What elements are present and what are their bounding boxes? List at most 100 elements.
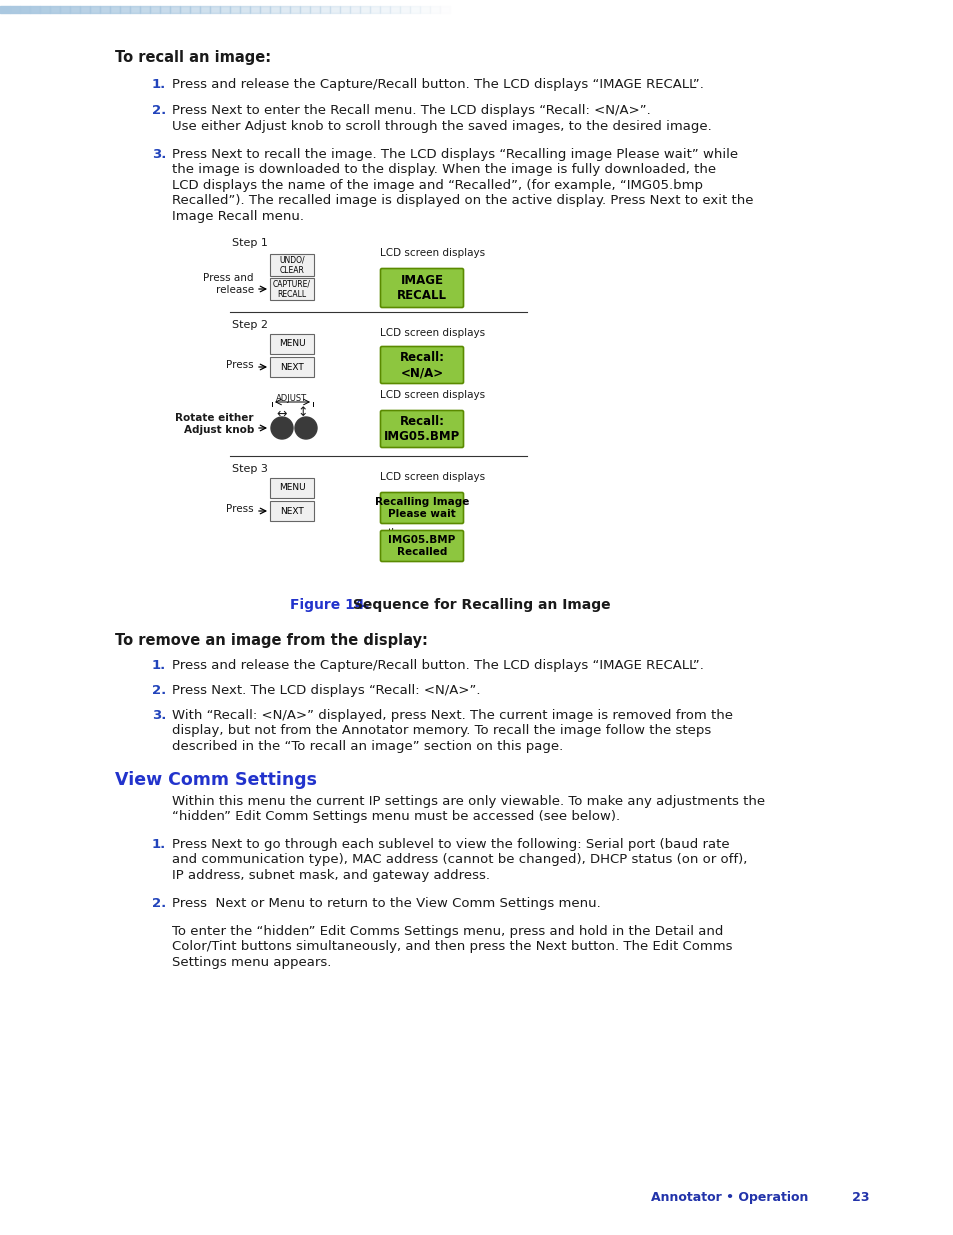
Text: 2.: 2. [152, 897, 166, 910]
Bar [270, 357, 314, 377]
Text: Recalled”). The recalled image is displayed on the active display. Press Next to: Recalled”). The recalled image is displa… [172, 194, 753, 207]
Bar [470, 6, 479, 14]
Bar [100, 6, 110, 14]
Text: Press Next to recall the image. The LCD displays “Recalling image Please wait” w: Press Next to recall the image. The LCD … [172, 148, 738, 161]
Text: Figure 14.: Figure 14. [290, 598, 370, 613]
Text: Step 3: Step 3 [232, 464, 268, 474]
Text: “hidden” Edit Comm Settings menu must be accessed (see below).: “hidden” Edit Comm Settings menu must be… [172, 810, 619, 823]
Text: To enter the “hidden” Edit Comms Settings menu, press and hold in the Detail and: To enter the “hidden” Edit Comms Setting… [172, 925, 722, 937]
Text: Recalling Image
Please wait: Recalling Image Please wait [375, 498, 469, 519]
Text: 1.: 1. [152, 78, 166, 91]
Text: ↔: ↔ [276, 408, 287, 421]
Text: Rotate either
Adjust knob: Rotate either Adjust knob [175, 414, 253, 435]
FancyBboxPatch shape [380, 268, 463, 308]
Bar [60, 6, 70, 14]
Bar [290, 6, 299, 14]
Bar [150, 6, 160, 14]
Bar [210, 6, 220, 14]
Bar [120, 6, 130, 14]
Text: 2.: 2. [152, 104, 166, 117]
Text: and communication type), MAC address (cannot be changed), DHCP status (on or off: and communication type), MAC address (ca… [172, 853, 746, 867]
Text: Settings menu appears.: Settings menu appears. [172, 956, 331, 968]
Bar [510, 6, 519, 14]
Bar [270, 254, 314, 275]
Text: the image is downloaded to the display. When the image is fully downloaded, the: the image is downloaded to the display. … [172, 163, 716, 177]
Text: To remove an image from the display:: To remove an image from the display: [115, 634, 428, 648]
Bar [270, 6, 280, 14]
Bar [20, 6, 30, 14]
Text: Press: Press [226, 504, 253, 514]
Bar [10, 6, 20, 14]
Bar [569, 6, 579, 14]
Text: Press and release the Capture/Recall button. The LCD displays “IMAGE RECALL”.: Press and release the Capture/Recall but… [172, 78, 703, 91]
Text: Use either Adjust knob to scroll through the saved images, to the desired image.: Use either Adjust knob to scroll through… [172, 120, 711, 133]
Text: NEXT: NEXT [280, 506, 304, 515]
Text: Press Next. The LCD displays “Recall: <N/A>”.: Press Next. The LCD displays “Recall: <N… [172, 684, 480, 697]
Text: 3.: 3. [152, 148, 166, 161]
Bar [370, 6, 379, 14]
Bar [40, 6, 50, 14]
Bar [0, 6, 10, 14]
Text: Annotator • Operation          23: Annotator • Operation 23 [651, 1191, 869, 1203]
Text: 1.: 1. [152, 659, 166, 672]
Text: LCD displays the name of the image and “Recalled”, (for example, “IMG05.bmp: LCD displays the name of the image and “… [172, 179, 702, 191]
Bar [30, 6, 40, 14]
Bar [439, 6, 450, 14]
Bar [70, 6, 80, 14]
Bar [80, 6, 90, 14]
Bar [270, 501, 314, 521]
Text: Color/Tint buttons simultaneously, and then press the Next button. The Edit Comm: Color/Tint buttons simultaneously, and t… [172, 940, 732, 953]
Text: 2.: 2. [152, 684, 166, 697]
Text: Step 2: Step 2 [232, 320, 268, 330]
Text: LCD screen displays: LCD screen displays [379, 472, 485, 482]
Bar [90, 6, 100, 14]
Text: View Comm Settings: View Comm Settings [115, 771, 316, 789]
Text: Recall:
IMG05.BMP: Recall: IMG05.BMP [383, 415, 459, 443]
Text: LCD screen displays: LCD screen displays [379, 390, 485, 400]
Bar [399, 6, 410, 14]
Text: Within this menu the current IP settings are only viewable. To make any adjustme: Within this menu the current IP settings… [172, 794, 764, 808]
Text: LCD screen displays: LCD screen displays [379, 248, 485, 258]
Bar [550, 6, 559, 14]
Bar [539, 6, 550, 14]
Bar [379, 6, 390, 14]
Bar [589, 6, 599, 14]
FancyBboxPatch shape [380, 347, 463, 384]
Bar [280, 6, 290, 14]
Bar [330, 6, 339, 14]
Bar [579, 6, 589, 14]
Bar [140, 6, 150, 14]
Ellipse shape [294, 417, 316, 438]
Text: Press and release the Capture/Recall button. The LCD displays “IMAGE RECALL”.: Press and release the Capture/Recall but… [172, 659, 703, 672]
Text: Press Next to enter the Recall menu. The LCD displays “Recall: <N/A>”.: Press Next to enter the Recall menu. The… [172, 104, 650, 117]
Bar [390, 6, 399, 14]
Bar [310, 6, 319, 14]
Bar [260, 6, 270, 14]
Bar [200, 6, 210, 14]
Bar [240, 6, 250, 14]
Text: ↕: ↕ [297, 406, 308, 419]
Text: 3.: 3. [152, 709, 166, 721]
Bar [430, 6, 439, 14]
Bar [519, 6, 530, 14]
Text: NEXT: NEXT [280, 363, 304, 372]
Bar [490, 6, 499, 14]
Bar [160, 6, 170, 14]
Text: To recall an image:: To recall an image: [115, 49, 271, 65]
FancyBboxPatch shape [380, 531, 463, 562]
Text: IP address, subnet mask, and gateway address.: IP address, subnet mask, and gateway add… [172, 869, 490, 882]
Text: CAPTURE/
RECALL: CAPTURE/ RECALL [273, 279, 311, 299]
Text: Sequence for Recalling an Image: Sequence for Recalling an Image [348, 598, 610, 613]
Bar [50, 6, 60, 14]
Bar [250, 6, 260, 14]
Text: Image Recall menu.: Image Recall menu. [172, 210, 304, 222]
Text: ADJUST: ADJUST [276, 394, 307, 403]
Bar [419, 6, 430, 14]
Ellipse shape [271, 417, 293, 438]
Bar [230, 6, 240, 14]
Bar [270, 478, 314, 498]
Bar [499, 6, 510, 14]
Bar [350, 6, 359, 14]
Bar [559, 6, 569, 14]
Bar [110, 6, 120, 14]
